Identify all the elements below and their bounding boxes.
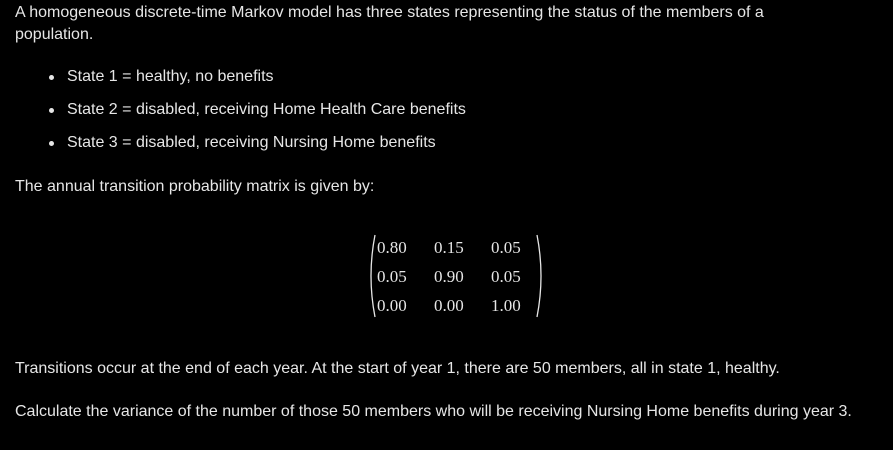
matrix-intro-text: The annual transition probability matrix… <box>15 178 375 195</box>
right-parenthesis-icon <box>536 234 542 318</box>
left-parenthesis-icon <box>370 234 376 318</box>
state-label: State 3 = disabled, receiving Nursing Ho… <box>67 134 436 151</box>
state-list: State 1 = healthy, no benefits State 2 =… <box>49 66 466 165</box>
list-item: State 3 = disabled, receiving Nursing Ho… <box>49 132 466 165</box>
transition-matrix: 0.80 0.15 0.05 0.05 0.90 0.05 0.00 0.00 1.00 <box>366 233 546 319</box>
bullet-icon <box>49 75 54 80</box>
state-label: State 2 = disabled, receiving Home Healt… <box>67 101 466 118</box>
matrix-cell: 0.80 <box>377 238 407 257</box>
matrix-cell: 0.05 <box>377 267 407 286</box>
list-item: State 2 = disabled, receiving Home Healt… <box>49 99 466 132</box>
question-paragraph: Calculate the variance of the number of … <box>15 403 852 420</box>
transitions-paragraph: Transitions occur at the end of each yea… <box>15 360 780 377</box>
matrix-cell: 0.00 <box>434 296 464 315</box>
intro-paragraph: A homogeneous discrete-time Markov model… <box>15 4 764 43</box>
state-label: State 1 = healthy, no benefits <box>67 68 274 85</box>
bullet-icon <box>49 108 54 113</box>
matrix-row: 0.80 0.15 0.05 <box>377 233 531 262</box>
matrix-row: 0.00 0.00 1.00 <box>377 291 531 320</box>
bullet-icon <box>49 141 54 146</box>
matrix-row: 0.05 0.90 0.05 <box>377 262 531 291</box>
matrix-cell: 0.05 <box>491 267 521 286</box>
matrix-cell: 0.15 <box>434 238 464 257</box>
matrix-cell: 0.00 <box>377 296 407 315</box>
list-item: State 1 = healthy, no benefits <box>49 66 466 99</box>
matrix-cell: 0.05 <box>491 238 521 257</box>
matrix-cell: 0.90 <box>434 267 464 286</box>
matrix-cell: 1.00 <box>491 296 521 315</box>
matrix-grid: 0.80 0.15 0.05 0.05 0.90 0.05 0.00 0.00 1.00 <box>377 233 531 320</box>
